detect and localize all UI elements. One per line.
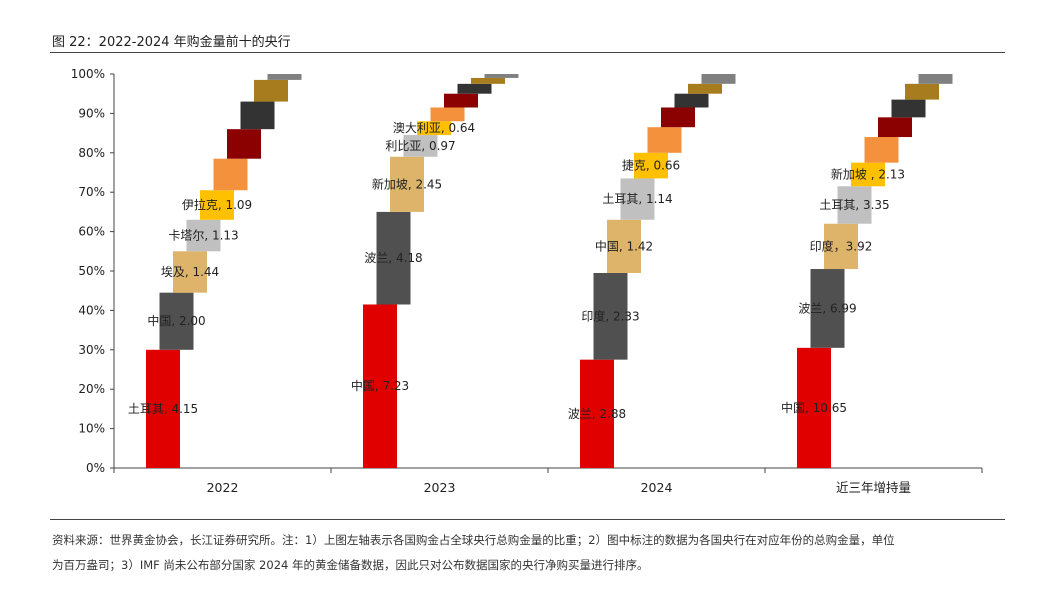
data-label: 埃及, 1.44 bbox=[161, 265, 219, 279]
bar-segment bbox=[661, 107, 695, 128]
bar-segment bbox=[674, 93, 709, 108]
bar-segment bbox=[620, 178, 655, 220]
bar-segment bbox=[824, 223, 858, 270]
x-category-label: 2023 bbox=[424, 480, 456, 495]
bar-segment bbox=[186, 219, 221, 252]
data-label: 波兰, 6.99 bbox=[798, 301, 856, 315]
x-category-label: 2022 bbox=[207, 480, 239, 495]
bar-segment bbox=[376, 211, 411, 305]
y-tick-label: 20% bbox=[78, 382, 105, 396]
data-label: 中国, 7.23 bbox=[351, 378, 409, 393]
data-label: 伊拉克, 1.09 bbox=[182, 197, 252, 212]
y-tick-label: 0% bbox=[86, 461, 105, 475]
source-note-line-1: 资料来源：世界黄金协会，长江证券研究所。注：1）上图左轴表示各国购金占全球央行总… bbox=[52, 533, 895, 547]
bar-segment bbox=[634, 152, 668, 179]
y-tick-label: 60% bbox=[78, 225, 105, 239]
data-label: 新加坡, 2.45 bbox=[372, 176, 442, 191]
data-label: 波兰, 4.18 bbox=[364, 251, 422, 265]
bar-segment bbox=[797, 347, 831, 468]
bar-segment bbox=[471, 77, 505, 84]
y-tick-label: 30% bbox=[78, 343, 105, 357]
figure-title: 图 22：2022-2024 年购金量前十的央行 bbox=[52, 35, 291, 50]
y-tick-label: 70% bbox=[78, 185, 105, 199]
y-tick-label: 90% bbox=[78, 106, 105, 120]
data-label: 卡塔尔, 1.13 bbox=[168, 228, 238, 243]
bar-segment bbox=[647, 127, 682, 153]
bar-segment bbox=[390, 156, 424, 212]
data-label: 澳大利亚, 0.64 bbox=[393, 121, 475, 135]
bar-segment bbox=[701, 74, 736, 84]
x-category-label: 2024 bbox=[641, 480, 673, 495]
bar-segment bbox=[403, 135, 438, 157]
bar-segment bbox=[688, 83, 722, 94]
bar-segment bbox=[444, 93, 478, 108]
data-label: 印度，3.92 bbox=[810, 238, 873, 253]
data-label: 捷克, 0.66 bbox=[622, 159, 680, 173]
data-label: 印度, 2.33 bbox=[581, 308, 639, 323]
bar-segment bbox=[918, 74, 953, 84]
bar-segment bbox=[146, 349, 180, 468]
bar-segment bbox=[213, 158, 248, 191]
data-label: 利比亚, 0.97 bbox=[385, 139, 455, 153]
y-tick-label: 50% bbox=[78, 264, 105, 278]
bar-segment bbox=[267, 74, 302, 80]
bar-segment bbox=[457, 83, 492, 94]
bar-segment bbox=[837, 186, 872, 224]
data-label: 中国, 1.42 bbox=[595, 238, 653, 253]
bar-segment bbox=[580, 359, 614, 468]
x-category-label: 近三年增持量 bbox=[836, 480, 911, 495]
bar-segment bbox=[593, 272, 628, 360]
bar-segment bbox=[254, 79, 288, 102]
bar-segment bbox=[810, 269, 845, 348]
bar-segment bbox=[227, 129, 261, 159]
source-rule bbox=[50, 519, 1005, 520]
bar-segment bbox=[878, 117, 912, 138]
data-label: 土耳其, 3.35 bbox=[819, 198, 889, 212]
data-label: 中国, 10.65 bbox=[781, 400, 847, 415]
data-label: 中国, 2.00 bbox=[147, 313, 205, 328]
bar-segment bbox=[891, 99, 926, 118]
y-tick-label: 40% bbox=[78, 303, 105, 317]
y-tick-label: 80% bbox=[78, 146, 105, 160]
data-label: 波兰, 2.88 bbox=[568, 407, 626, 421]
data-label: 新加坡 , 2.13 bbox=[831, 166, 905, 181]
y-tick-label: 10% bbox=[78, 422, 105, 436]
data-label: 土耳其, 1.14 bbox=[602, 192, 672, 206]
bar-segment bbox=[864, 137, 899, 163]
bar-segment bbox=[173, 251, 207, 293]
bar-segment bbox=[430, 107, 465, 122]
bar-segment bbox=[159, 292, 194, 350]
title-underline bbox=[50, 52, 1005, 53]
waterfall-chart: 0% 10% 20% 30% 40% 50% 60% 70% 80% 90% 100% 2022 20… bbox=[71, 67, 983, 495]
bar-segment bbox=[484, 74, 519, 78]
bar-segment bbox=[851, 162, 885, 187]
bar-segment bbox=[200, 190, 234, 220]
y-tick-label: 100% bbox=[71, 67, 105, 81]
bar-segment bbox=[240, 101, 275, 130]
bar-segment bbox=[363, 304, 397, 468]
bar-segment bbox=[417, 121, 451, 136]
source-note-line-2: 为百万盎司；3）IMF 尚未公布部分国家 2024 年的黄金储备数据，因此只对公… bbox=[52, 558, 649, 572]
data-label: 土耳其, 4.15 bbox=[128, 402, 198, 416]
bar-segment bbox=[607, 219, 641, 273]
bar-segment bbox=[905, 83, 939, 100]
